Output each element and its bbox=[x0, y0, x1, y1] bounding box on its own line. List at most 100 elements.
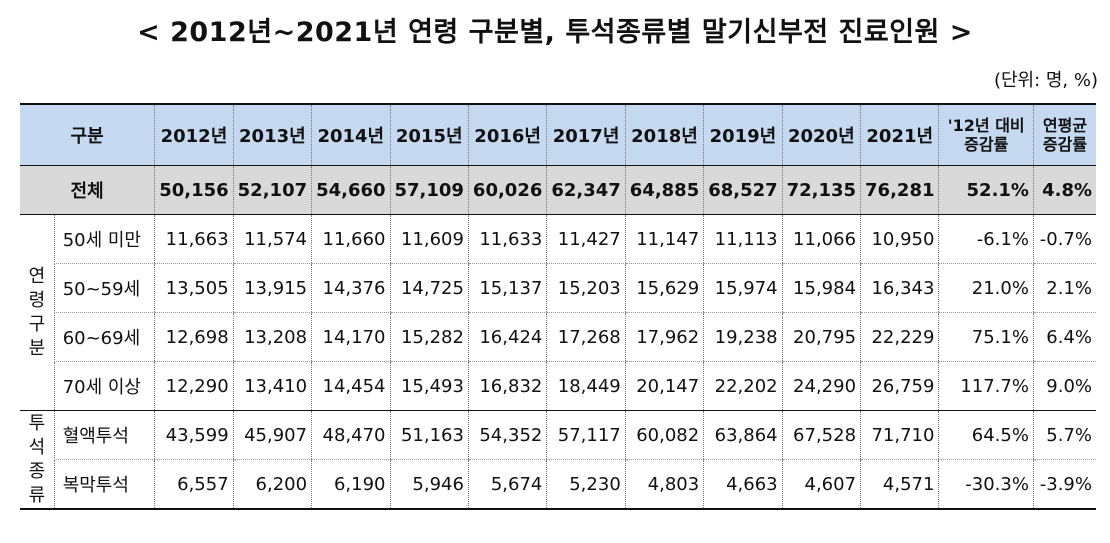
cell: 6,190 bbox=[311, 459, 390, 510]
cell: 11,113 bbox=[703, 214, 783, 264]
unit-note: (단위: 명, %) bbox=[993, 70, 1098, 91]
cell: 64,885 bbox=[624, 165, 704, 215]
cell: 14,170 bbox=[311, 312, 390, 362]
cell: 60,082 bbox=[624, 410, 704, 460]
header-year: 2017년 bbox=[546, 103, 626, 166]
header-year: 2018년 bbox=[624, 103, 704, 166]
cell: 14,376 bbox=[311, 263, 390, 313]
cell: 4,607 bbox=[781, 459, 861, 510]
cell-rate: 75.1% bbox=[938, 312, 1034, 362]
cell: 45,907 bbox=[232, 410, 312, 460]
cell: 16,424 bbox=[467, 312, 547, 362]
header-year: 2021년 bbox=[860, 103, 939, 166]
cell: 4,571 bbox=[860, 459, 939, 510]
cell: 14,454 bbox=[311, 361, 390, 411]
cell: 50,156 bbox=[154, 165, 234, 215]
cell: 68,527 bbox=[703, 165, 783, 215]
cell: 60,026 bbox=[467, 165, 547, 215]
cell: 17,962 bbox=[624, 312, 704, 362]
cell: 11,066 bbox=[781, 214, 861, 264]
cell: 5,230 bbox=[546, 459, 626, 510]
cell: 11,574 bbox=[232, 214, 312, 264]
cell: 16,343 bbox=[860, 263, 939, 313]
total-row: 전체 50,156 52,107 54,660 57,109 60,026 62… bbox=[20, 165, 1096, 215]
cell: 5,946 bbox=[389, 459, 469, 510]
cell-avg: 6.4% bbox=[1032, 312, 1096, 362]
cell: 67,528 bbox=[781, 410, 861, 460]
cell: 19,238 bbox=[703, 312, 783, 362]
cell: 43,599 bbox=[154, 410, 234, 460]
cell: 63,864 bbox=[703, 410, 783, 460]
cell: 76,281 bbox=[860, 165, 939, 215]
cell: 22,229 bbox=[860, 312, 939, 362]
table-row: 복막투석 6,557 6,200 6,190 5,946 5,674 5,230… bbox=[20, 459, 1096, 510]
cell: 13,208 bbox=[232, 312, 312, 362]
table-row: 50~59세 13,505 13,915 14,376 14,725 15,13… bbox=[20, 263, 1096, 313]
table-row: 70세 이상 12,290 13,410 14,454 15,493 16,83… bbox=[20, 361, 1096, 411]
cell: 13,410 bbox=[232, 361, 312, 411]
header-annual-avg-rate: 연평균 증감률 bbox=[1032, 103, 1096, 166]
cell: 15,203 bbox=[546, 263, 626, 313]
cell: 14,725 bbox=[389, 263, 469, 313]
cell: 11,427 bbox=[546, 214, 626, 264]
cell: 15,493 bbox=[389, 361, 469, 411]
header-year: 2019년 bbox=[703, 103, 783, 166]
cell: 12,290 bbox=[154, 361, 234, 411]
cell-rate: 64.5% bbox=[938, 410, 1034, 460]
row-label: 70세 이상 bbox=[53, 361, 155, 411]
cell: 72,135 bbox=[781, 165, 861, 215]
header-year: 2012년 bbox=[154, 103, 234, 166]
cell-avg: 9.0% bbox=[1032, 361, 1096, 411]
cell: 22,202 bbox=[703, 361, 783, 411]
cell-avg: 5.7% bbox=[1032, 410, 1096, 460]
cell: 20,147 bbox=[624, 361, 704, 411]
cell: 48,470 bbox=[311, 410, 390, 460]
cell-rate: 52.1% bbox=[938, 165, 1034, 215]
header-year: 2014년 bbox=[311, 103, 390, 166]
group-label-age: 연령구분 bbox=[20, 214, 55, 411]
header-year: 2013년 bbox=[232, 103, 312, 166]
header-year: 2020년 bbox=[781, 103, 861, 166]
cell: 18,449 bbox=[546, 361, 626, 411]
cell: 11,609 bbox=[389, 214, 469, 264]
document-title: < 2012년~2021년 연령 구분별, 투석종류별 말기신부전 진료인원 > bbox=[137, 17, 973, 48]
cell: 5,674 bbox=[467, 459, 547, 510]
header-year: 2015년 bbox=[389, 103, 469, 166]
cell: 11,660 bbox=[311, 214, 390, 264]
cell-avg: 4.8% bbox=[1032, 165, 1096, 215]
table-row: 투석종류 혈액투석 43,599 45,907 48,470 51,163 54… bbox=[20, 410, 1096, 510]
cell: 13,915 bbox=[232, 263, 312, 313]
cell-avg: -3.9% bbox=[1032, 459, 1096, 510]
data-table: 구분 2012년 2013년 2014년 2015년 2016년 2017년 2… bbox=[20, 103, 1096, 510]
cell: 15,984 bbox=[781, 263, 861, 313]
header-row: 구분 2012년 2013년 2014년 2015년 2016년 2017년 2… bbox=[20, 103, 1096, 166]
group-label-dialysis: 투석종류 bbox=[20, 410, 55, 510]
cell: 62,347 bbox=[546, 165, 626, 215]
table-row: 60~69세 12,698 13,208 14,170 15,282 16,42… bbox=[20, 312, 1096, 362]
cell: 11,147 bbox=[624, 214, 704, 264]
table-row: 연령구분 50세 미만 11,663 11,574 11,660 11,609 … bbox=[20, 214, 1096, 411]
cell: 57,109 bbox=[389, 165, 469, 215]
header-category: 구분 bbox=[20, 103, 155, 166]
cell-rate: 117.7% bbox=[938, 361, 1034, 411]
cell: 15,137 bbox=[467, 263, 547, 313]
cell: 15,282 bbox=[389, 312, 469, 362]
cell: 10,950 bbox=[860, 214, 939, 264]
cell: 11,633 bbox=[467, 214, 547, 264]
cell: 4,803 bbox=[624, 459, 704, 510]
cell: 13,505 bbox=[154, 263, 234, 313]
cell: 54,352 bbox=[467, 410, 547, 460]
cell: 11,663 bbox=[154, 214, 234, 264]
cell: 71,710 bbox=[860, 410, 939, 460]
cell: 24,290 bbox=[781, 361, 861, 411]
header-rate-vs-2012: '12년 대비 증감률 bbox=[938, 103, 1034, 166]
cell: 54,660 bbox=[311, 165, 390, 215]
row-label: 60~69세 bbox=[53, 312, 155, 362]
cell: 4,663 bbox=[703, 459, 783, 510]
row-label: 혈액투석 bbox=[53, 410, 155, 460]
cell: 26,759 bbox=[860, 361, 939, 411]
row-label: 50~59세 bbox=[53, 263, 155, 313]
cell: 12,698 bbox=[154, 312, 234, 362]
row-label: 복막투석 bbox=[53, 459, 155, 510]
cell: 6,557 bbox=[154, 459, 234, 510]
